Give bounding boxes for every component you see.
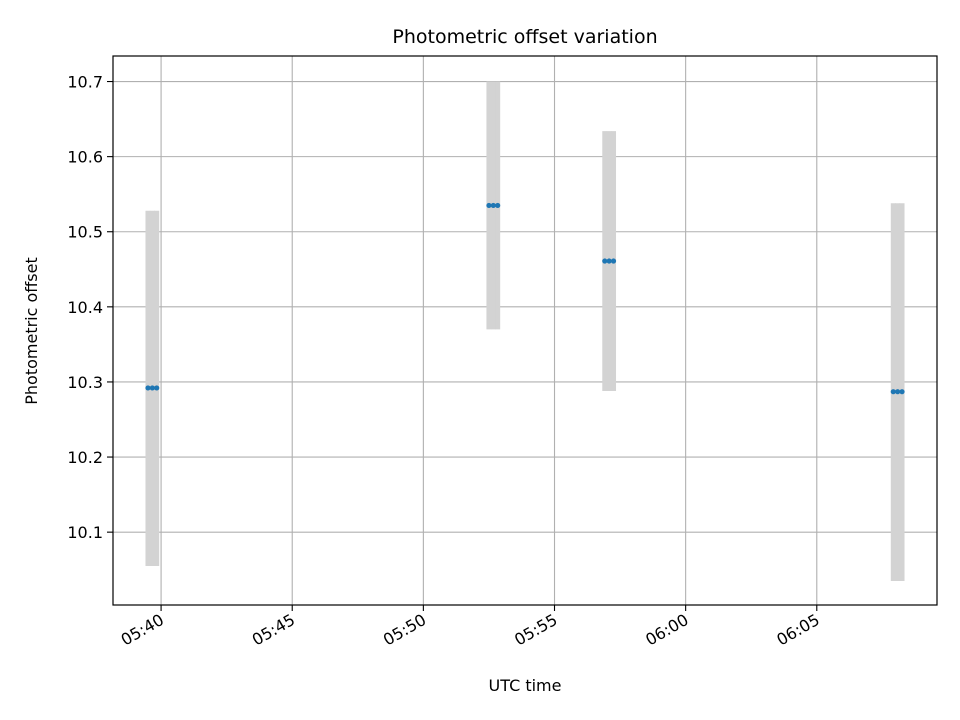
y-tick-label: 10.6 [67, 148, 103, 167]
y-tick-label: 10.2 [67, 448, 103, 467]
y-axis-ticks: 10.1 10.2 10.3 10.4 10.5 10.6 10.7 [67, 73, 113, 542]
y-tick-label: 10.5 [67, 223, 103, 242]
grid [113, 56, 937, 605]
data-points [145, 202, 905, 395]
y-tick-label: 10.3 [67, 373, 103, 392]
data-point [890, 389, 896, 395]
chart-title: Photometric offset variation [392, 26, 657, 48]
y-axis-label: Photometric offset [22, 257, 41, 405]
data-point [490, 202, 496, 209]
y-tick-label: 10.1 [67, 523, 103, 542]
y-tick-label: 10.4 [67, 298, 103, 317]
data-point [486, 202, 492, 209]
y-tick-label: 10.7 [67, 73, 103, 92]
data-point [154, 385, 160, 391]
data-point [610, 258, 617, 264]
data-point [602, 258, 608, 264]
data-point [145, 385, 151, 391]
data-point [495, 202, 501, 209]
plot-frame [112, 55, 938, 606]
x-axis-label: UTC time [489, 676, 562, 695]
data-point [606, 258, 612, 264]
data-point [149, 385, 155, 391]
data-point [899, 389, 905, 395]
data-point [895, 389, 901, 395]
